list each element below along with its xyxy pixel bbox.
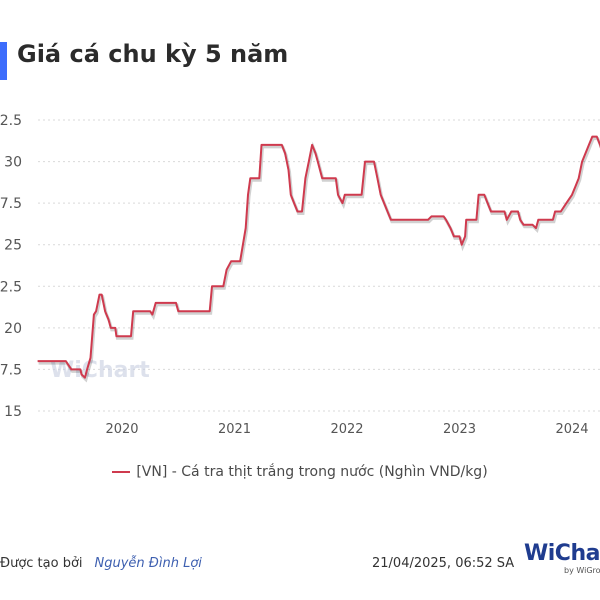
y-tick-label: 25 <box>4 238 22 254</box>
y-tick-label: 30 <box>4 155 22 171</box>
footer-date: 21/04/2025, 06:52 SA <box>372 556 515 571</box>
author-name: Nguyễn Đình Lợi <box>94 556 202 571</box>
series-layer <box>37 135 600 383</box>
y-tick-label: 17.5 <box>0 362 22 378</box>
legend[interactable]: [VN] - Cá tra thịt trắng trong nước (Ngh… <box>0 464 600 480</box>
y-tick-label: 15 <box>4 404 22 420</box>
x-tick-label: 2020 <box>105 422 138 437</box>
grid-lines <box>38 119 600 412</box>
x-axis-ticks: 2020 2021 2022 2023 2024 <box>105 422 588 437</box>
footer-credit: Được tạo bởi Nguyễn Đình Lợi <box>0 556 202 571</box>
y-tick-label: 27.5 <box>0 196 22 212</box>
wichart-logo[interactable]: WiChart by WiGroup <box>524 542 600 576</box>
y-axis-ticks: 15 17.5 20 22.5 25 27.5 30 32.5 <box>0 113 22 420</box>
logo-text: WiChart <box>524 542 600 566</box>
y-tick-label: 32.5 <box>0 113 22 129</box>
y-tick-label: 22.5 <box>0 279 22 295</box>
series-line-shadow <box>38 137 600 383</box>
x-tick-label: 2021 <box>218 422 251 437</box>
legend-swatch <box>112 471 131 473</box>
y-tick-label: 20 <box>4 321 22 337</box>
x-tick-label: 2024 <box>555 422 588 437</box>
created-by-label: Được tạo bởi <box>0 556 83 571</box>
x-tick-label: 2022 <box>330 422 363 437</box>
logo-subtext: by WiGroup <box>564 566 600 575</box>
legend-label: [VN] - Cá tra thịt trắng trong nước (Ngh… <box>136 464 488 480</box>
x-tick-label: 2023 <box>443 422 476 437</box>
title-accent-bar <box>0 42 7 80</box>
series-line[interactable] <box>37 135 600 379</box>
chart-title: Giá cá chu kỳ 5 năm <box>17 40 289 68</box>
